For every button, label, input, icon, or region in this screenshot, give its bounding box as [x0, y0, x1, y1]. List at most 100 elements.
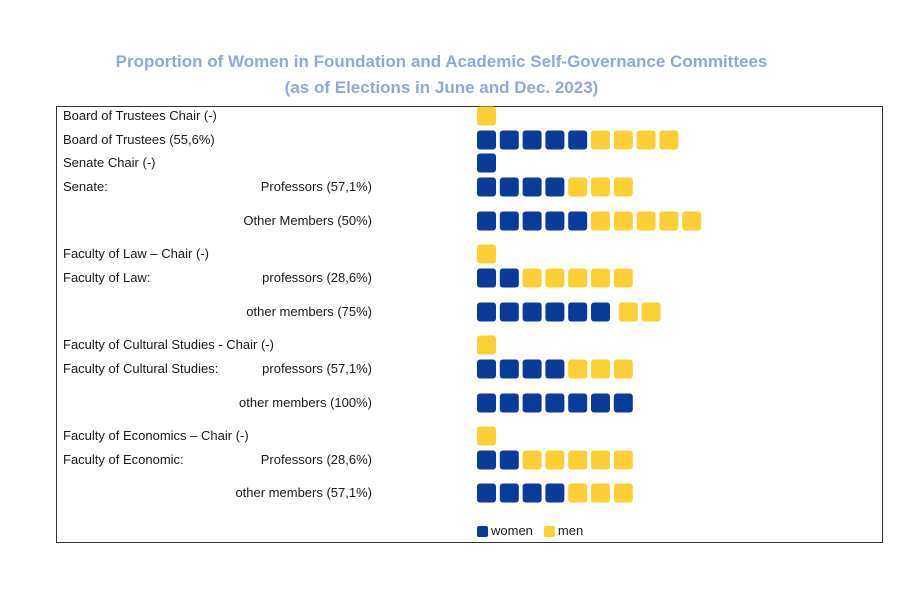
men-square	[477, 426, 496, 446]
women-square	[477, 153, 496, 173]
row-label: Senate:	[63, 179, 108, 194]
women-square	[568, 393, 588, 413]
row-sublabel: other members (75%)	[246, 304, 372, 319]
women-square	[522, 483, 542, 503]
chart-frame	[56, 106, 883, 543]
women-square	[477, 359, 496, 379]
row-label: Board of Trustees (55,6%)	[63, 132, 215, 147]
men-square	[659, 211, 679, 231]
men-square	[591, 177, 610, 197]
women-square	[477, 211, 496, 231]
row-sublabel: professors (28,6%)	[262, 270, 372, 285]
legend-item-men: men	[543, 523, 584, 539]
women-square	[545, 130, 565, 150]
women-square	[522, 130, 542, 150]
women-square	[522, 359, 542, 379]
legend-item-women: women	[477, 523, 533, 539]
legend-swatch-women	[477, 525, 488, 537]
men-square	[568, 450, 588, 470]
women-square	[477, 268, 496, 288]
women-square	[477, 177, 496, 197]
men-square	[568, 268, 588, 288]
women-square	[568, 211, 588, 231]
legend: women men	[477, 523, 594, 539]
women-square	[499, 268, 519, 288]
row-label: Board of Trustees Chair (-)	[63, 108, 217, 123]
women-square	[522, 211, 542, 231]
women-square	[545, 483, 565, 503]
legend-label-men: men	[557, 523, 584, 538]
women-square	[591, 393, 610, 413]
row-sublabel: professors (57,1%)	[262, 361, 372, 376]
men-square	[477, 335, 496, 355]
women-square	[545, 177, 565, 197]
legend-swatch-men	[543, 525, 555, 537]
men-square	[613, 268, 633, 288]
row-label: Faculty of Cultural Studies:	[63, 361, 219, 376]
women-square	[477, 393, 496, 413]
women-square	[591, 302, 610, 322]
women-square	[499, 177, 519, 197]
women-square	[545, 393, 565, 413]
row-sublabel: other members (57,1%)	[235, 485, 372, 500]
chart-title: Proportion of Women in Foundation and Ac…	[0, 49, 883, 101]
row-sublabel: Other Members (50%)	[243, 213, 372, 228]
men-square	[568, 177, 588, 197]
women-square	[477, 302, 496, 322]
men-square	[613, 211, 633, 231]
row-sublabel: Professors (28,6%)	[260, 452, 372, 467]
women-square	[499, 211, 519, 231]
row-sublabel: Professors (57,1%)	[260, 179, 372, 194]
men-square	[613, 130, 633, 150]
men-square	[613, 483, 633, 503]
men-square	[591, 450, 610, 470]
women-square	[477, 483, 496, 503]
women-square	[477, 130, 496, 150]
men-square	[641, 302, 661, 322]
women-square	[499, 450, 519, 470]
men-square	[636, 130, 656, 150]
women-square	[613, 393, 633, 413]
men-square	[477, 244, 496, 264]
chart-title-line1: Proportion of Women in Foundation and Ac…	[115, 52, 768, 71]
men-square	[618, 302, 638, 322]
women-square	[545, 302, 565, 322]
men-square	[613, 359, 633, 379]
women-square	[477, 450, 496, 470]
row-label: Senate Chair (-)	[63, 155, 156, 170]
row-label: Faculty of Economic:	[63, 452, 184, 467]
women-square	[522, 177, 542, 197]
men-square	[591, 483, 610, 503]
men-square	[568, 483, 588, 503]
men-square	[477, 106, 496, 126]
men-square	[522, 268, 542, 288]
men-square	[545, 450, 565, 470]
men-square	[522, 450, 542, 470]
women-square	[499, 359, 519, 379]
row-sublabel: other members (100%)	[239, 395, 372, 410]
women-square	[499, 130, 519, 150]
men-square	[682, 211, 702, 231]
men-square	[591, 359, 610, 379]
men-square	[568, 359, 588, 379]
row-label: Faculty of Law – Chair (-)	[63, 246, 209, 261]
men-square	[591, 211, 610, 231]
men-square	[636, 211, 656, 231]
men-square	[545, 268, 565, 288]
men-square	[591, 130, 610, 150]
women-square	[499, 393, 519, 413]
women-square	[499, 483, 519, 503]
men-square	[613, 177, 633, 197]
men-square	[613, 450, 633, 470]
men-square	[659, 130, 679, 150]
row-label: Faculty of Cultural Studies - Chair (-)	[63, 337, 274, 352]
women-square	[522, 302, 542, 322]
women-square	[545, 211, 565, 231]
legend-label-women: women	[491, 523, 533, 538]
women-square	[499, 302, 519, 322]
women-square	[522, 393, 542, 413]
men-square	[591, 268, 610, 288]
women-square	[568, 302, 588, 322]
women-square	[545, 359, 565, 379]
